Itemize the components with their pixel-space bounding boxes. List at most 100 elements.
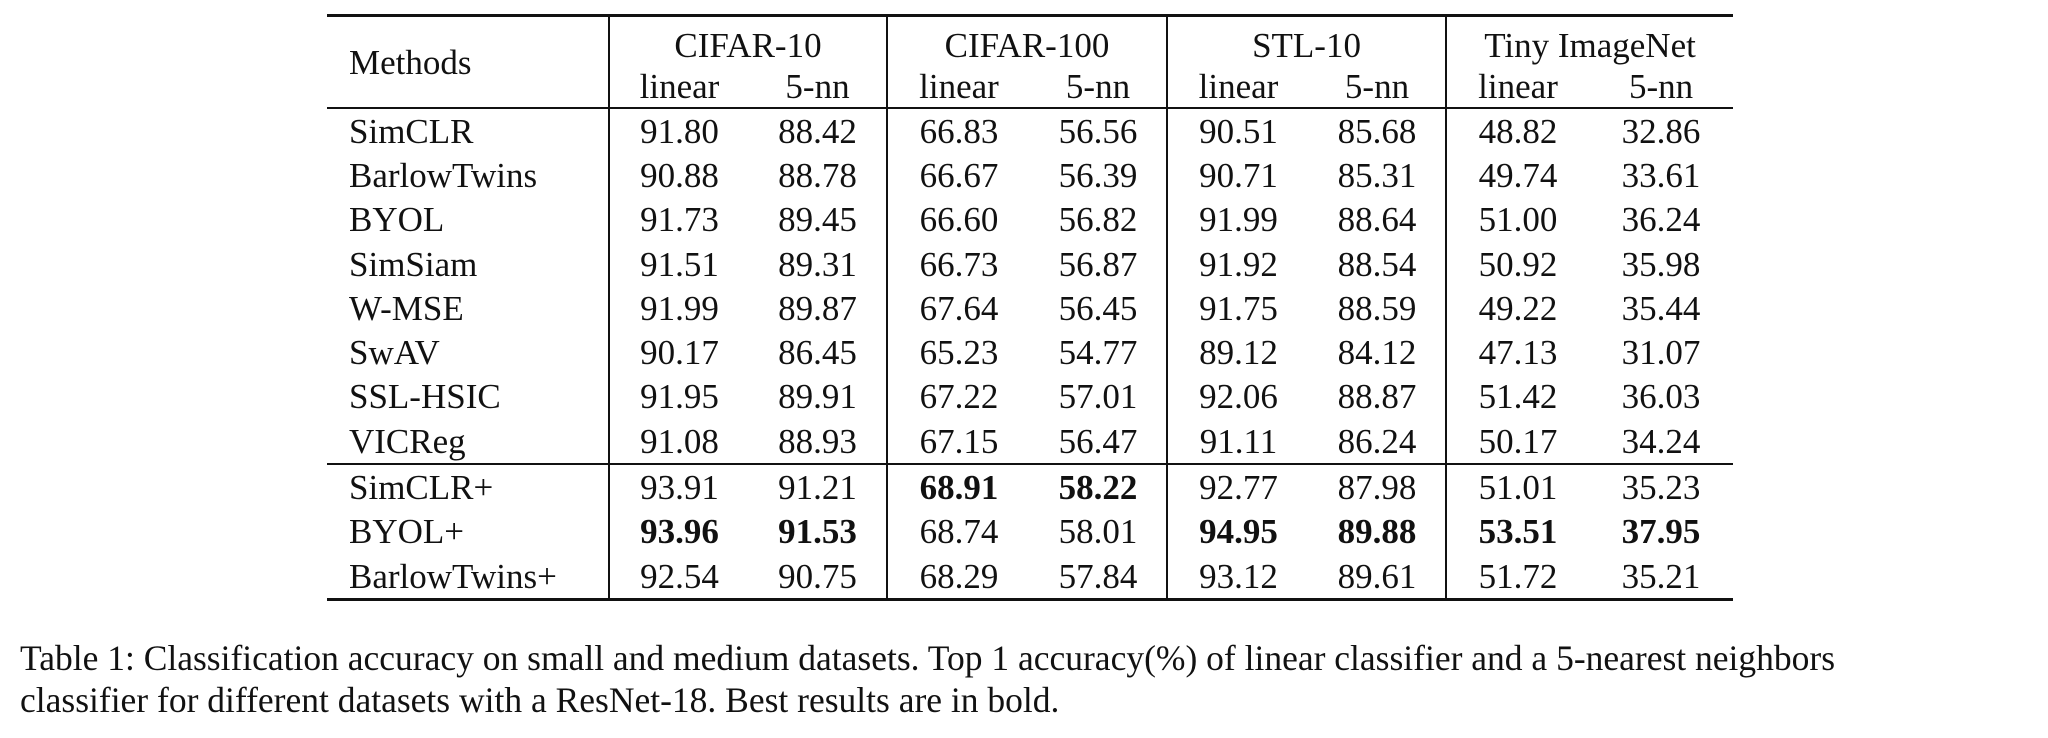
method-name: SimCLR (349, 111, 474, 151)
accuracy-cell: 51.42 (1445, 374, 1590, 420)
proposed-rows: SimCLR+ 93.91 91.21 68.91 58.22 92.77 87.98 51.… (327, 464, 1734, 600)
subheader-linear: linear (1166, 65, 1309, 108)
subheader-5nn: 5-nn (1628, 66, 1694, 106)
results-table-container: Methods CIFAR-10 CIFAR-100 STL-10 Tiny I… (327, 14, 1734, 601)
accuracy-cell: 89.88 (1337, 512, 1417, 552)
accuracy-cell: 89.12 (1166, 330, 1309, 375)
method-name: VICReg (349, 421, 466, 461)
accuracy-cell: 51.01 (1445, 464, 1590, 510)
accuracy-cell: 36.03 (1621, 377, 1701, 417)
accuracy-cell: 92.77 (1166, 464, 1309, 510)
accuracy-cell: 35.98 (1621, 244, 1701, 284)
subheader-linear: linear (886, 65, 1030, 108)
accuracy-cell: 86.24 (1337, 421, 1417, 461)
accuracy-cell: 88.87 (1337, 377, 1417, 417)
accuracy-cell: 87.98 (1337, 468, 1417, 508)
accuracy-cell: 56.39 (1058, 155, 1138, 195)
accuracy-cell: 90.51 (1166, 108, 1309, 154)
baseline-rows: SimCLR 91.80 88.42 66.83 56.56 90.51 85.68 48.8… (327, 108, 1734, 465)
method-name: BYOL+ (349, 512, 465, 552)
accuracy-cell: 89.91 (778, 377, 857, 417)
accuracy-cell: 50.17 (1445, 419, 1590, 465)
accuracy-cell: 56.45 (1058, 288, 1138, 328)
accuracy-cell: 84.12 (1337, 333, 1417, 373)
accuracy-cell: 89.45 (778, 200, 857, 240)
table-row: BarlowTwins 90.88 88.78 66.67 56.39 90.71 85.3… (327, 153, 1733, 198)
accuracy-cell: 90.75 (778, 556, 857, 596)
accuracy-cell: 67.15 (886, 419, 1030, 465)
subheader-5nn: 5-nn (1065, 66, 1131, 106)
accuracy-cell: 88.59 (1337, 288, 1417, 328)
caption-line-2: classifier for different datasets with a… (20, 680, 1060, 720)
accuracy-cell: 91.99 (608, 286, 749, 331)
dataset-header-cifar100: CIFAR-100 (886, 15, 1167, 65)
accuracy-cell: 49.22 (1445, 286, 1590, 331)
table-row: SimCLR 91.80 88.42 66.83 56.56 90.51 85.68 48.8… (327, 108, 1734, 154)
accuracy-cell: 56.82 (1058, 200, 1138, 240)
accuracy-cell: 91.53 (778, 512, 857, 552)
accuracy-cell: 47.13 (1445, 330, 1590, 375)
accuracy-cell: 31.07 (1621, 333, 1701, 373)
accuracy-cell: 88.42 (778, 111, 857, 151)
accuracy-cell: 90.71 (1166, 153, 1309, 198)
accuracy-cell: 89.31 (778, 244, 857, 284)
methods-header: Methods (349, 42, 472, 82)
accuracy-cell: 53.51 (1445, 509, 1590, 554)
dataset-header-stl10: STL-10 (1165, 15, 1447, 65)
table-row: BYOL 91.73 89.45 66.60 56.82 91.99 88.64 51.00 3… (327, 197, 1733, 242)
table-row: SSL-HSIC 91.95 89.91 67.22 57.01 92.06 88.87 51… (327, 374, 1733, 420)
subheader-linear: linear (1445, 65, 1590, 108)
caption-line-1: Table 1: Classification accuracy on smal… (20, 638, 1836, 678)
accuracy-cell: 88.64 (1337, 200, 1417, 240)
accuracy-cell: 90.17 (608, 330, 749, 375)
dataset-header-tiny-imagenet: Tiny ImageNet (1445, 15, 1734, 65)
accuracy-cell: 66.83 (886, 108, 1030, 154)
subheader-linear: linear (608, 65, 749, 108)
table-row: BYOL+ 93.96 91.53 68.74 58.01 94.95 89.88 53.51… (327, 509, 1733, 554)
accuracy-cell: 34.24 (1621, 421, 1701, 461)
accuracy-cell: 91.51 (608, 241, 749, 287)
method-name: SwAV (349, 333, 440, 373)
accuracy-cell: 85.31 (1337, 155, 1417, 195)
accuracy-cell: 91.73 (608, 197, 749, 242)
accuracy-cell: 35.21 (1621, 556, 1701, 596)
method-name: SimSiam (349, 244, 478, 284)
accuracy-cell: 58.22 (1058, 468, 1138, 508)
accuracy-cell: 93.91 (608, 464, 749, 510)
accuracy-cell: 48.82 (1445, 108, 1590, 154)
accuracy-cell: 35.44 (1621, 288, 1701, 328)
accuracy-cell: 86.45 (778, 333, 857, 373)
accuracy-cell: 65.23 (886, 330, 1030, 375)
accuracy-cell: 33.61 (1621, 155, 1701, 195)
method-name: BYOL (349, 200, 445, 240)
accuracy-cell: 66.73 (886, 241, 1030, 287)
accuracy-cell: 67.22 (886, 374, 1030, 420)
accuracy-cell: 56.56 (1058, 111, 1138, 151)
accuracy-cell: 89.61 (1337, 556, 1417, 596)
accuracy-cell: 57.84 (1058, 556, 1138, 596)
results-table: Methods CIFAR-10 CIFAR-100 STL-10 Tiny I… (327, 14, 1734, 601)
table-row: BarlowTwins+ 92.54 90.75 68.29 57.84 93.12 89.… (327, 553, 1734, 600)
accuracy-cell: 93.12 (1166, 553, 1309, 600)
dataset-header-cifar10: CIFAR-10 (608, 15, 887, 65)
accuracy-cell: 66.67 (886, 153, 1030, 198)
table-caption: Table 1: Classification accuracy on smal… (20, 637, 2040, 721)
method-name: SSL-HSIC (349, 377, 501, 417)
method-name: SimCLR+ (349, 468, 494, 508)
accuracy-cell: 89.87 (778, 288, 857, 328)
accuracy-cell: 36.24 (1621, 200, 1701, 240)
accuracy-cell: 92.06 (1166, 374, 1309, 420)
accuracy-cell: 88.54 (1337, 244, 1417, 284)
accuracy-cell: 85.68 (1337, 111, 1417, 151)
accuracy-cell: 92.54 (608, 553, 749, 600)
accuracy-cell: 91.75 (1166, 286, 1309, 331)
subheader-5nn: 5-nn (785, 66, 850, 106)
accuracy-cell: 54.77 (1058, 333, 1138, 373)
accuracy-cell: 32.86 (1621, 111, 1701, 151)
accuracy-cell: 90.88 (608, 153, 749, 198)
subheader-5nn: 5-nn (1344, 66, 1410, 106)
accuracy-cell: 56.47 (1058, 421, 1138, 461)
accuracy-cell: 91.11 (1166, 419, 1309, 465)
accuracy-cell: 50.92 (1445, 241, 1590, 287)
accuracy-cell: 93.96 (608, 509, 749, 554)
